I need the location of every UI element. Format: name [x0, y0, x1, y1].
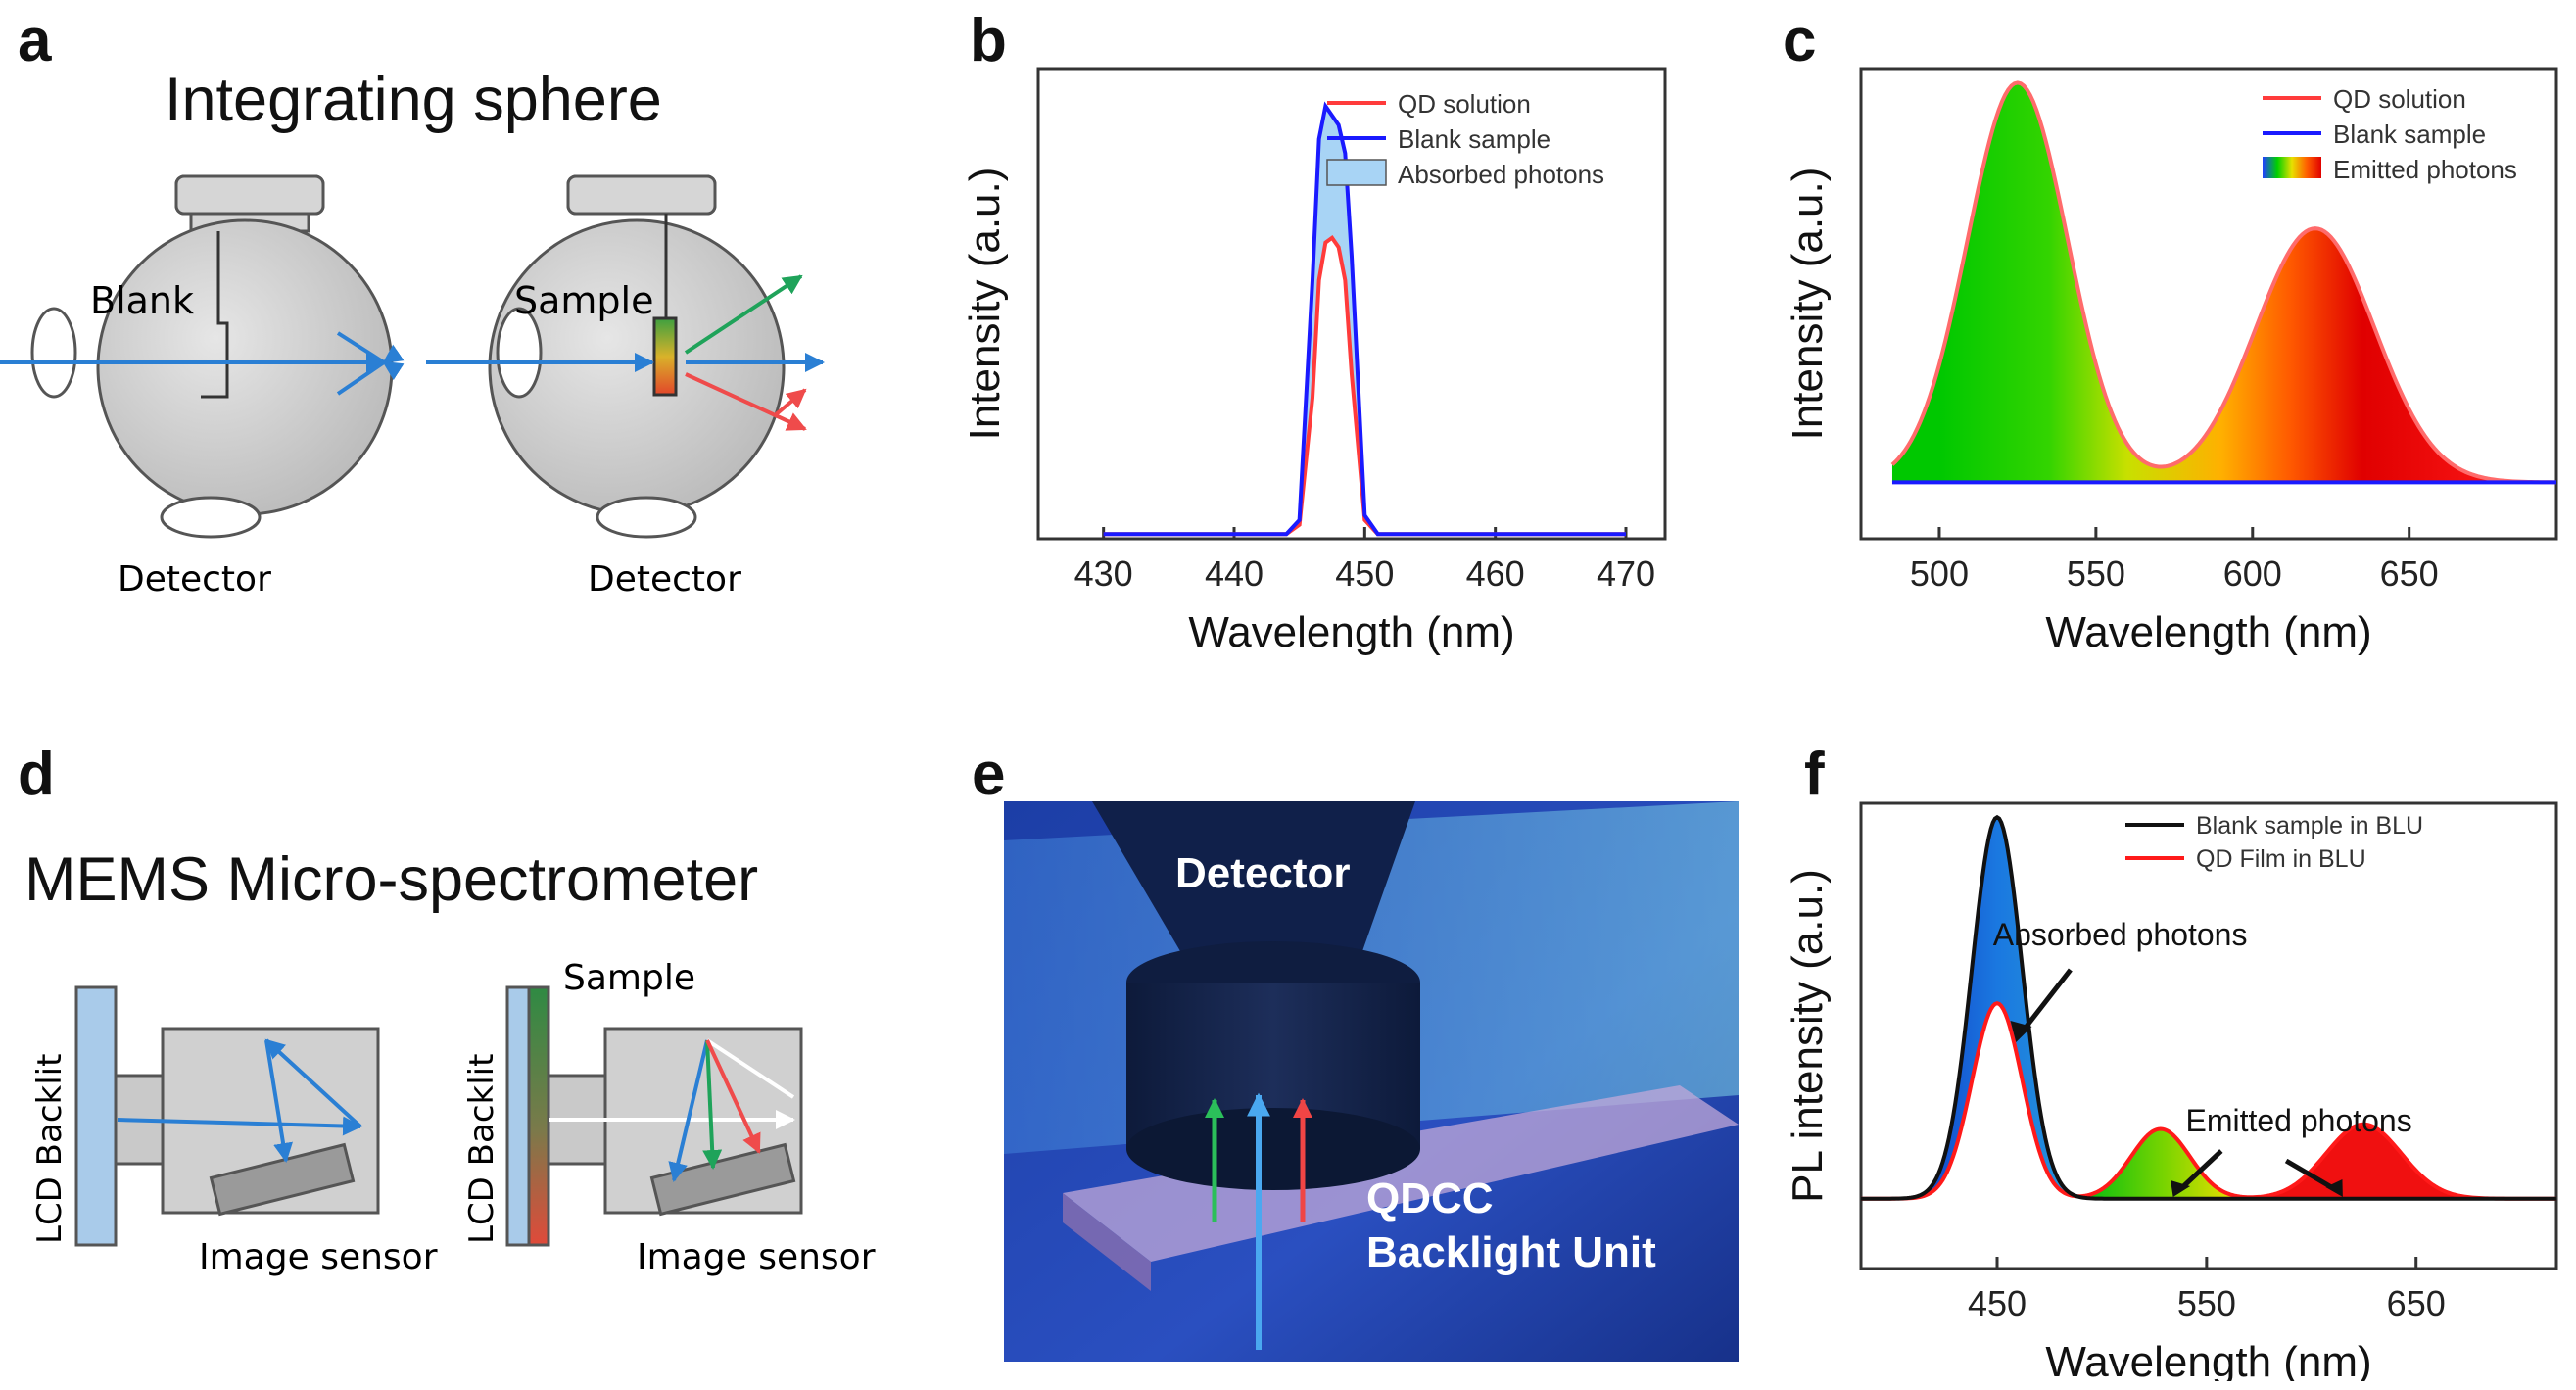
- x-tick-label: 430: [1074, 553, 1133, 594]
- x-tick-label: 650: [2380, 553, 2439, 594]
- absorbed-photons-annotation: Absorbed photons: [1993, 917, 2248, 952]
- x-tick-label: 550: [2067, 553, 2125, 594]
- blank-label: Blank: [90, 279, 194, 322]
- panel-b-label: b: [970, 7, 1007, 74]
- plot-frame: [1036, 67, 1667, 541]
- emitted-photons-area: [1891, 82, 2556, 483]
- legend-label: Absorbed photons: [1398, 160, 1604, 189]
- legend-label: QD Film in BLU: [2196, 845, 2366, 873]
- y-axis-label: PL intensity (a.u.): [1784, 869, 1832, 1203]
- left-sphere: [0, 174, 405, 539]
- x-tick-label: 460: [1466, 553, 1525, 594]
- legend-label: Emitted photons: [2333, 155, 2517, 184]
- x-tick-label: 450: [1335, 553, 1394, 594]
- y-axis-label: Intensity (a.u.): [961, 168, 1009, 441]
- legend-label: Blank sample in BLU: [2196, 812, 2423, 839]
- backlight-unit-label: Backlight Unit: [1366, 1228, 1656, 1276]
- plot-frame: [1859, 801, 2558, 1270]
- qdcc-label: QDCC: [1366, 1174, 1494, 1222]
- absorbed-arrow: [2018, 968, 2073, 1036]
- sample-label-d: Sample: [563, 960, 695, 998]
- panel-f-label: f: [1804, 741, 1825, 808]
- emitted-green-area: [2091, 1128, 2238, 1199]
- mems-left: [74, 985, 380, 1247]
- integrating-sphere-diagram: Blank Sample Detector Detector: [0, 174, 825, 599]
- x-axis-label: Wavelength (nm): [2045, 1338, 2371, 1381]
- x-tick-label: 500: [1910, 553, 1969, 594]
- chart-b: 430 440 450 460 470 Wavelength (nm) Intensity …: [961, 67, 1667, 656]
- lcd-backlit-label-left: LCD Backlit: [30, 1054, 70, 1244]
- qdcc-backlight-photo: Detector QDCC Backlight Unit: [1004, 801, 1739, 1362]
- panel-e-label: e: [972, 741, 1006, 808]
- absorbed-arrowhead: [2010, 1021, 2032, 1042]
- right-sphere: [426, 174, 825, 539]
- x-tick-label: 600: [2223, 553, 2282, 594]
- panel-a-label: a: [18, 7, 52, 74]
- blank-sample-line: [1103, 101, 1626, 537]
- detector-label-left: Detector: [118, 559, 271, 599]
- lcd-backlit-label-right: LCD Backlit: [462, 1054, 501, 1244]
- image-sensor-label-right: Image sensor: [637, 1237, 876, 1277]
- panel-c-label: c: [1783, 7, 1817, 74]
- image-sensor-label-left: Image sensor: [199, 1237, 438, 1277]
- mems-spectrometer-diagram: LCD Backlit LCD Backlit Sample Image sen…: [30, 960, 876, 1277]
- y-axis-label: Intensity (a.u.): [1784, 168, 1832, 441]
- x-tick-label: 440: [1205, 553, 1264, 594]
- qd-solution-line: [1103, 234, 1626, 537]
- legend-label: Blank sample: [1398, 124, 1550, 154]
- plot-frame: [1859, 67, 2558, 541]
- sample-label: Sample: [514, 279, 653, 322]
- qd-film-line: [1861, 1001, 2556, 1201]
- detector-label-e: Detector: [1175, 849, 1351, 897]
- legend-label: QD solution: [2333, 84, 2466, 114]
- legend-swatch-absorbed: [1326, 159, 1387, 186]
- panel-d-label: d: [18, 741, 55, 808]
- panel-d-title: MEMS Micro-spectrometer: [24, 845, 759, 914]
- qd-solution-line: [1890, 80, 2557, 485]
- x-axis-label: Wavelength (nm): [2045, 608, 2371, 656]
- legend-swatch-emitted: [2263, 157, 2321, 178]
- x-axis-label: Wavelength (nm): [1188, 608, 1514, 656]
- blank-sample-line: [1861, 814, 2556, 1201]
- emitted-arrowhead-green: [2171, 1180, 2191, 1197]
- mems-right: [505, 985, 803, 1247]
- legend-label: QD solution: [1398, 89, 1531, 119]
- x-tick-label: 450: [1968, 1283, 2027, 1323]
- x-tick-label: 650: [2387, 1283, 2446, 1323]
- emitted-photons-annotation: Emitted photons: [2185, 1103, 2411, 1138]
- chart-f: 450 550 650 Wavelength (nm) PL intensity (a.…: [1784, 801, 2558, 1381]
- emitted-red-area: [2269, 1124, 2501, 1199]
- x-tick-label: 470: [1597, 553, 1655, 594]
- legend-label: Blank sample: [2333, 120, 2486, 149]
- x-tick-label: 550: [2177, 1283, 2236, 1323]
- absorbed-photons-area: [1892, 817, 2102, 1199]
- emitted-arrow-green: [2177, 1149, 2223, 1192]
- emitted-arrowhead-red: [2325, 1179, 2343, 1197]
- panel-a-title: Integrating sphere: [165, 66, 662, 134]
- emitted-arrow-red: [2284, 1158, 2338, 1193]
- detector-label-right: Detector: [588, 559, 741, 599]
